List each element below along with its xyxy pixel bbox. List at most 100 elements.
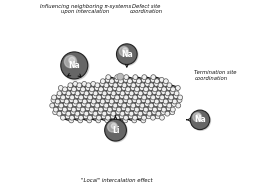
Circle shape (89, 87, 94, 92)
Circle shape (140, 83, 145, 88)
Circle shape (75, 111, 80, 116)
Circle shape (117, 44, 137, 64)
Circle shape (111, 111, 116, 116)
Circle shape (66, 91, 71, 96)
Circle shape (138, 91, 143, 96)
Circle shape (77, 83, 82, 88)
Circle shape (100, 102, 104, 107)
Circle shape (117, 73, 124, 80)
Circle shape (169, 95, 174, 100)
Circle shape (136, 81, 141, 86)
Circle shape (163, 81, 168, 86)
Circle shape (118, 102, 123, 107)
Text: "Local" intercalation effect: "Local" intercalation effect (81, 178, 152, 183)
Circle shape (161, 107, 166, 112)
Circle shape (101, 114, 106, 119)
Circle shape (94, 106, 99, 111)
Circle shape (154, 102, 159, 107)
Circle shape (156, 111, 161, 116)
Circle shape (176, 103, 181, 108)
Circle shape (80, 107, 85, 112)
Circle shape (170, 107, 175, 112)
Circle shape (100, 81, 105, 86)
Circle shape (141, 98, 146, 103)
Circle shape (95, 103, 100, 108)
Circle shape (122, 83, 127, 88)
Circle shape (161, 90, 166, 94)
Circle shape (118, 99, 123, 104)
Circle shape (141, 77, 146, 82)
Circle shape (68, 83, 73, 88)
Circle shape (89, 90, 94, 94)
Circle shape (109, 102, 114, 107)
Circle shape (98, 90, 103, 94)
Circle shape (113, 83, 118, 88)
Circle shape (131, 83, 136, 88)
Circle shape (154, 81, 159, 86)
Circle shape (108, 87, 112, 92)
Circle shape (146, 114, 151, 119)
Circle shape (67, 106, 72, 111)
Circle shape (140, 103, 145, 108)
Circle shape (139, 86, 144, 90)
Circle shape (109, 99, 114, 104)
Circle shape (105, 118, 110, 123)
Text: Na: Na (68, 61, 80, 70)
Circle shape (147, 91, 152, 96)
Circle shape (95, 83, 100, 88)
Circle shape (124, 75, 129, 80)
Circle shape (104, 83, 109, 88)
Circle shape (70, 95, 74, 100)
Circle shape (78, 98, 83, 103)
Circle shape (132, 118, 137, 123)
Circle shape (119, 47, 129, 56)
Circle shape (118, 81, 123, 86)
Circle shape (114, 98, 119, 103)
Circle shape (137, 114, 142, 119)
Circle shape (165, 94, 169, 98)
Circle shape (113, 103, 118, 108)
Circle shape (115, 75, 120, 80)
Circle shape (110, 114, 115, 119)
Circle shape (141, 118, 146, 123)
Circle shape (103, 106, 108, 111)
Circle shape (130, 106, 135, 111)
Circle shape (123, 48, 127, 53)
Circle shape (143, 107, 148, 112)
Circle shape (60, 98, 65, 103)
Circle shape (64, 56, 77, 68)
Circle shape (151, 75, 156, 80)
Circle shape (152, 90, 157, 94)
Circle shape (89, 107, 94, 112)
Circle shape (109, 81, 114, 86)
Circle shape (100, 79, 105, 84)
Circle shape (125, 110, 130, 115)
Circle shape (69, 115, 74, 120)
Circle shape (136, 79, 141, 84)
Circle shape (116, 90, 121, 94)
Circle shape (138, 94, 142, 98)
Circle shape (149, 103, 154, 108)
Circle shape (133, 95, 138, 100)
Circle shape (193, 113, 202, 122)
Circle shape (166, 106, 171, 111)
Circle shape (163, 99, 168, 104)
Circle shape (160, 115, 164, 120)
Circle shape (129, 94, 133, 98)
Circle shape (146, 94, 151, 98)
Circle shape (152, 107, 157, 112)
Circle shape (116, 110, 121, 115)
Circle shape (106, 75, 111, 80)
Circle shape (99, 87, 103, 92)
Circle shape (102, 94, 106, 98)
Circle shape (151, 95, 156, 100)
Circle shape (68, 103, 73, 108)
Circle shape (74, 94, 79, 98)
Circle shape (133, 115, 137, 120)
Circle shape (92, 114, 97, 119)
Circle shape (93, 91, 98, 96)
Circle shape (125, 107, 130, 112)
Circle shape (170, 90, 175, 94)
Circle shape (69, 98, 74, 103)
Circle shape (82, 81, 87, 86)
